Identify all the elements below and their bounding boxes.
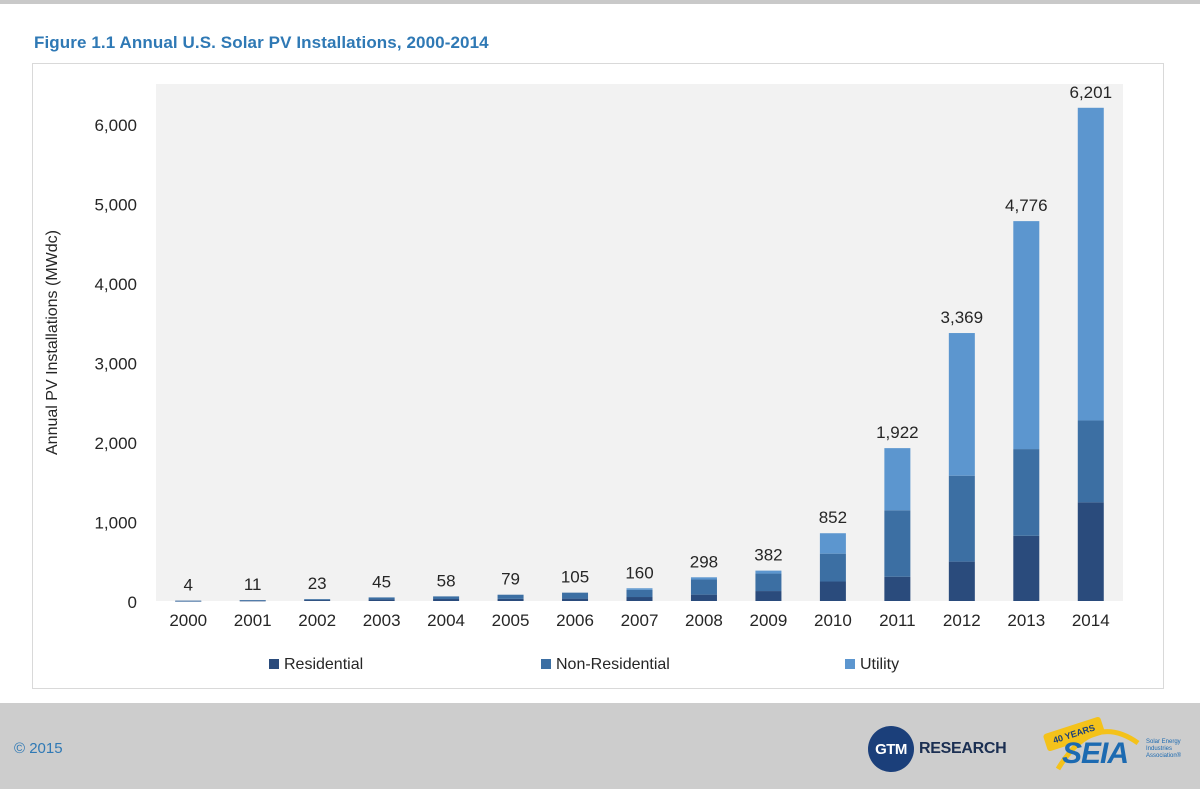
seia-logo: 40 YEARS SEIA Solar Energy Industries As… bbox=[1038, 716, 1188, 781]
x-tick-label-2000: 2000 bbox=[169, 611, 207, 630]
copyright-text: © 2015 bbox=[14, 740, 63, 757]
x-tick-label-2010: 2010 bbox=[814, 611, 852, 630]
x-tick-label-2006: 2006 bbox=[556, 611, 594, 630]
bar-residential-2002 bbox=[304, 600, 331, 601]
bar-residential-2007 bbox=[626, 597, 653, 601]
y-tick-label: 2,000 bbox=[94, 434, 137, 453]
bar-residential-2005 bbox=[497, 598, 524, 601]
legend-swatch-utility bbox=[845, 659, 855, 669]
bar-non-residential-2009 bbox=[755, 573, 782, 592]
x-tick-label-2007: 2007 bbox=[621, 611, 659, 630]
bar-residential-2006 bbox=[562, 598, 589, 601]
total-label-2002: 23 bbox=[308, 574, 327, 593]
bar-non-residential-2007 bbox=[626, 589, 653, 598]
y-tick-label: 0 bbox=[128, 593, 137, 612]
chart-panel: 0 1,000 2,000 3,000 4,000 5,000 6,000 Annual PV… bbox=[32, 63, 1164, 689]
gtm-logo-text: RESEARCH bbox=[919, 740, 1007, 757]
x-tick-label-2013: 2013 bbox=[1007, 611, 1045, 630]
bar-residential-2004 bbox=[433, 599, 460, 601]
total-label-2007: 160 bbox=[625, 563, 653, 582]
x-tick-label-2014: 2014 bbox=[1072, 611, 1110, 630]
bar-non-residential-2004 bbox=[433, 596, 460, 600]
bar-non-residential-2002 bbox=[304, 599, 331, 601]
total-label-2010: 852 bbox=[819, 508, 847, 527]
bar-residential-2010 bbox=[819, 581, 846, 601]
bar-non-residential-2005 bbox=[497, 594, 524, 599]
bar-residential-2013 bbox=[1013, 535, 1040, 601]
bar-residential-2014 bbox=[1077, 502, 1104, 601]
bar-utility-2010 bbox=[819, 533, 846, 554]
figure-title: Figure 1.1 Annual U.S. Solar PV Installa… bbox=[34, 33, 489, 52]
plot-area bbox=[156, 84, 1123, 601]
total-label-2006: 105 bbox=[561, 568, 589, 587]
y-axis-title: Annual PV Installations (MWdc) bbox=[44, 230, 61, 455]
total-label-2012: 3,369 bbox=[941, 308, 984, 327]
bar-utility-2012 bbox=[948, 333, 975, 476]
x-tick-label-2003: 2003 bbox=[363, 611, 401, 630]
total-label-2001: 11 bbox=[244, 575, 262, 594]
footer: © 2015 GTM RESEARCH 40 YEARS SEIA Solar … bbox=[0, 703, 1200, 789]
x-tick-label-2012: 2012 bbox=[943, 611, 981, 630]
legend-swatch-non-residential bbox=[541, 659, 551, 669]
seia-logo-tagline: Solar Energy Industries Association® bbox=[1146, 739, 1182, 759]
bar-residential-2012 bbox=[948, 561, 975, 601]
total-label-2009: 382 bbox=[754, 546, 782, 565]
gtm-logo-mark: GTM bbox=[868, 726, 914, 772]
bar-non-residential-2003 bbox=[368, 597, 395, 600]
bar-non-residential-2000 bbox=[175, 600, 202, 602]
y-tick-label: 6,000 bbox=[94, 116, 137, 135]
total-label-2011: 1,922 bbox=[876, 423, 919, 442]
bar-utility-2007 bbox=[626, 588, 653, 590]
bar-non-residential-2011 bbox=[884, 510, 911, 577]
x-tick-label-2009: 2009 bbox=[750, 611, 788, 630]
total-label-2004: 58 bbox=[437, 571, 456, 590]
bar-utility-2011 bbox=[884, 448, 911, 511]
y-tick-label: 1,000 bbox=[94, 513, 137, 532]
total-label-2000: 4 bbox=[183, 576, 192, 595]
top-rule bbox=[0, 0, 1200, 4]
total-label-2013: 4,776 bbox=[1005, 196, 1048, 215]
bar-non-residential-2001 bbox=[239, 600, 266, 601]
bar-utility-2014 bbox=[1077, 107, 1104, 421]
bar-utility-2008 bbox=[690, 577, 717, 580]
x-tick-label-2005: 2005 bbox=[492, 611, 530, 630]
bar-residential-2009 bbox=[755, 591, 782, 601]
total-label-2008: 298 bbox=[690, 552, 718, 571]
x-tick-label-2011: 2011 bbox=[879, 611, 916, 630]
y-tick-label: 3,000 bbox=[94, 354, 137, 373]
bar-non-residential-2014 bbox=[1077, 420, 1104, 503]
legend-label-utility: Utility bbox=[860, 656, 899, 673]
bar-non-residential-2006 bbox=[562, 592, 589, 599]
x-tick-label-2004: 2004 bbox=[427, 611, 465, 630]
bar-non-residential-2013 bbox=[1013, 449, 1040, 536]
bar-non-residential-2010 bbox=[819, 553, 846, 582]
bar-residential-2003 bbox=[368, 599, 395, 601]
y-tick-label: 4,000 bbox=[94, 275, 137, 294]
legend-swatch-residential bbox=[269, 659, 279, 669]
x-tick-label-2002: 2002 bbox=[298, 611, 336, 630]
legend-label-non-residential: Non-Residential bbox=[556, 656, 670, 673]
bar-utility-2009 bbox=[755, 570, 782, 574]
bar-residential-2011 bbox=[884, 576, 911, 601]
legend-label-residential: Residential bbox=[284, 656, 363, 673]
total-label-2014: 6,201 bbox=[1069, 83, 1112, 102]
x-tick-label-2008: 2008 bbox=[685, 611, 723, 630]
total-label-2005: 79 bbox=[501, 570, 520, 589]
bar-non-residential-2012 bbox=[948, 475, 975, 562]
y-tick-label: 5,000 bbox=[94, 195, 137, 214]
seia-logo-word: SEIA bbox=[1062, 737, 1129, 770]
bar-utility-2013 bbox=[1013, 221, 1040, 450]
gtm-research-logo: GTM RESEARCH bbox=[868, 725, 1007, 773]
stacked-bar-chart: 0 1,000 2,000 3,000 4,000 5,000 6,000 Annual PV… bbox=[44, 83, 1123, 673]
x-tick-label-2001: 2001 bbox=[234, 611, 272, 630]
bar-non-residential-2008 bbox=[690, 579, 717, 595]
bar-residential-2008 bbox=[690, 594, 717, 601]
total-label-2003: 45 bbox=[372, 572, 391, 591]
